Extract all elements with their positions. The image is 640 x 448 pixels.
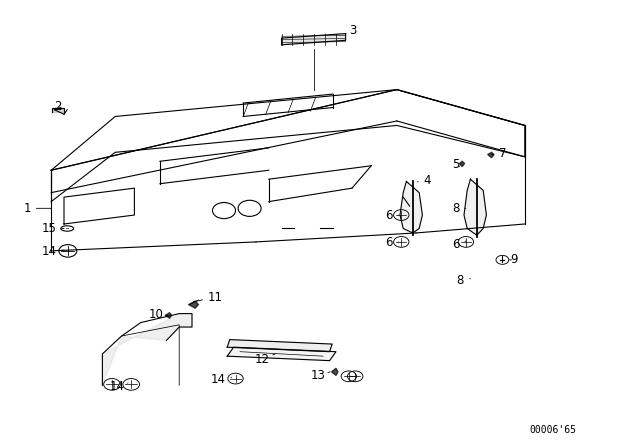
Polygon shape xyxy=(282,34,346,45)
Text: 14: 14 xyxy=(110,380,128,393)
Text: 7: 7 xyxy=(492,146,507,160)
Polygon shape xyxy=(227,347,336,361)
Text: 11: 11 xyxy=(193,290,223,304)
Text: 1: 1 xyxy=(23,202,52,215)
Text: 12: 12 xyxy=(255,353,275,366)
Text: 00006'65: 00006'65 xyxy=(529,425,576,435)
Text: 9: 9 xyxy=(509,253,518,267)
Polygon shape xyxy=(400,181,422,233)
Text: 15: 15 xyxy=(42,222,64,235)
Text: 10: 10 xyxy=(148,308,168,322)
Polygon shape xyxy=(189,301,198,308)
Text: 14: 14 xyxy=(211,373,232,386)
Text: 5: 5 xyxy=(452,158,460,172)
Polygon shape xyxy=(332,368,338,375)
Text: 8: 8 xyxy=(456,273,470,287)
Text: 6: 6 xyxy=(385,236,399,250)
Polygon shape xyxy=(52,108,64,112)
Polygon shape xyxy=(165,313,172,318)
Text: 2: 2 xyxy=(54,99,62,113)
Text: 6: 6 xyxy=(452,237,466,251)
Text: 14: 14 xyxy=(42,245,64,258)
Polygon shape xyxy=(227,340,332,352)
Polygon shape xyxy=(464,179,486,235)
Polygon shape xyxy=(488,152,494,158)
Text: 4: 4 xyxy=(417,173,431,187)
Text: 3: 3 xyxy=(346,24,356,37)
Polygon shape xyxy=(102,314,192,385)
Text: 8: 8 xyxy=(452,202,466,215)
Text: 13: 13 xyxy=(310,369,330,382)
Text: 6: 6 xyxy=(385,209,399,223)
Polygon shape xyxy=(460,161,465,167)
